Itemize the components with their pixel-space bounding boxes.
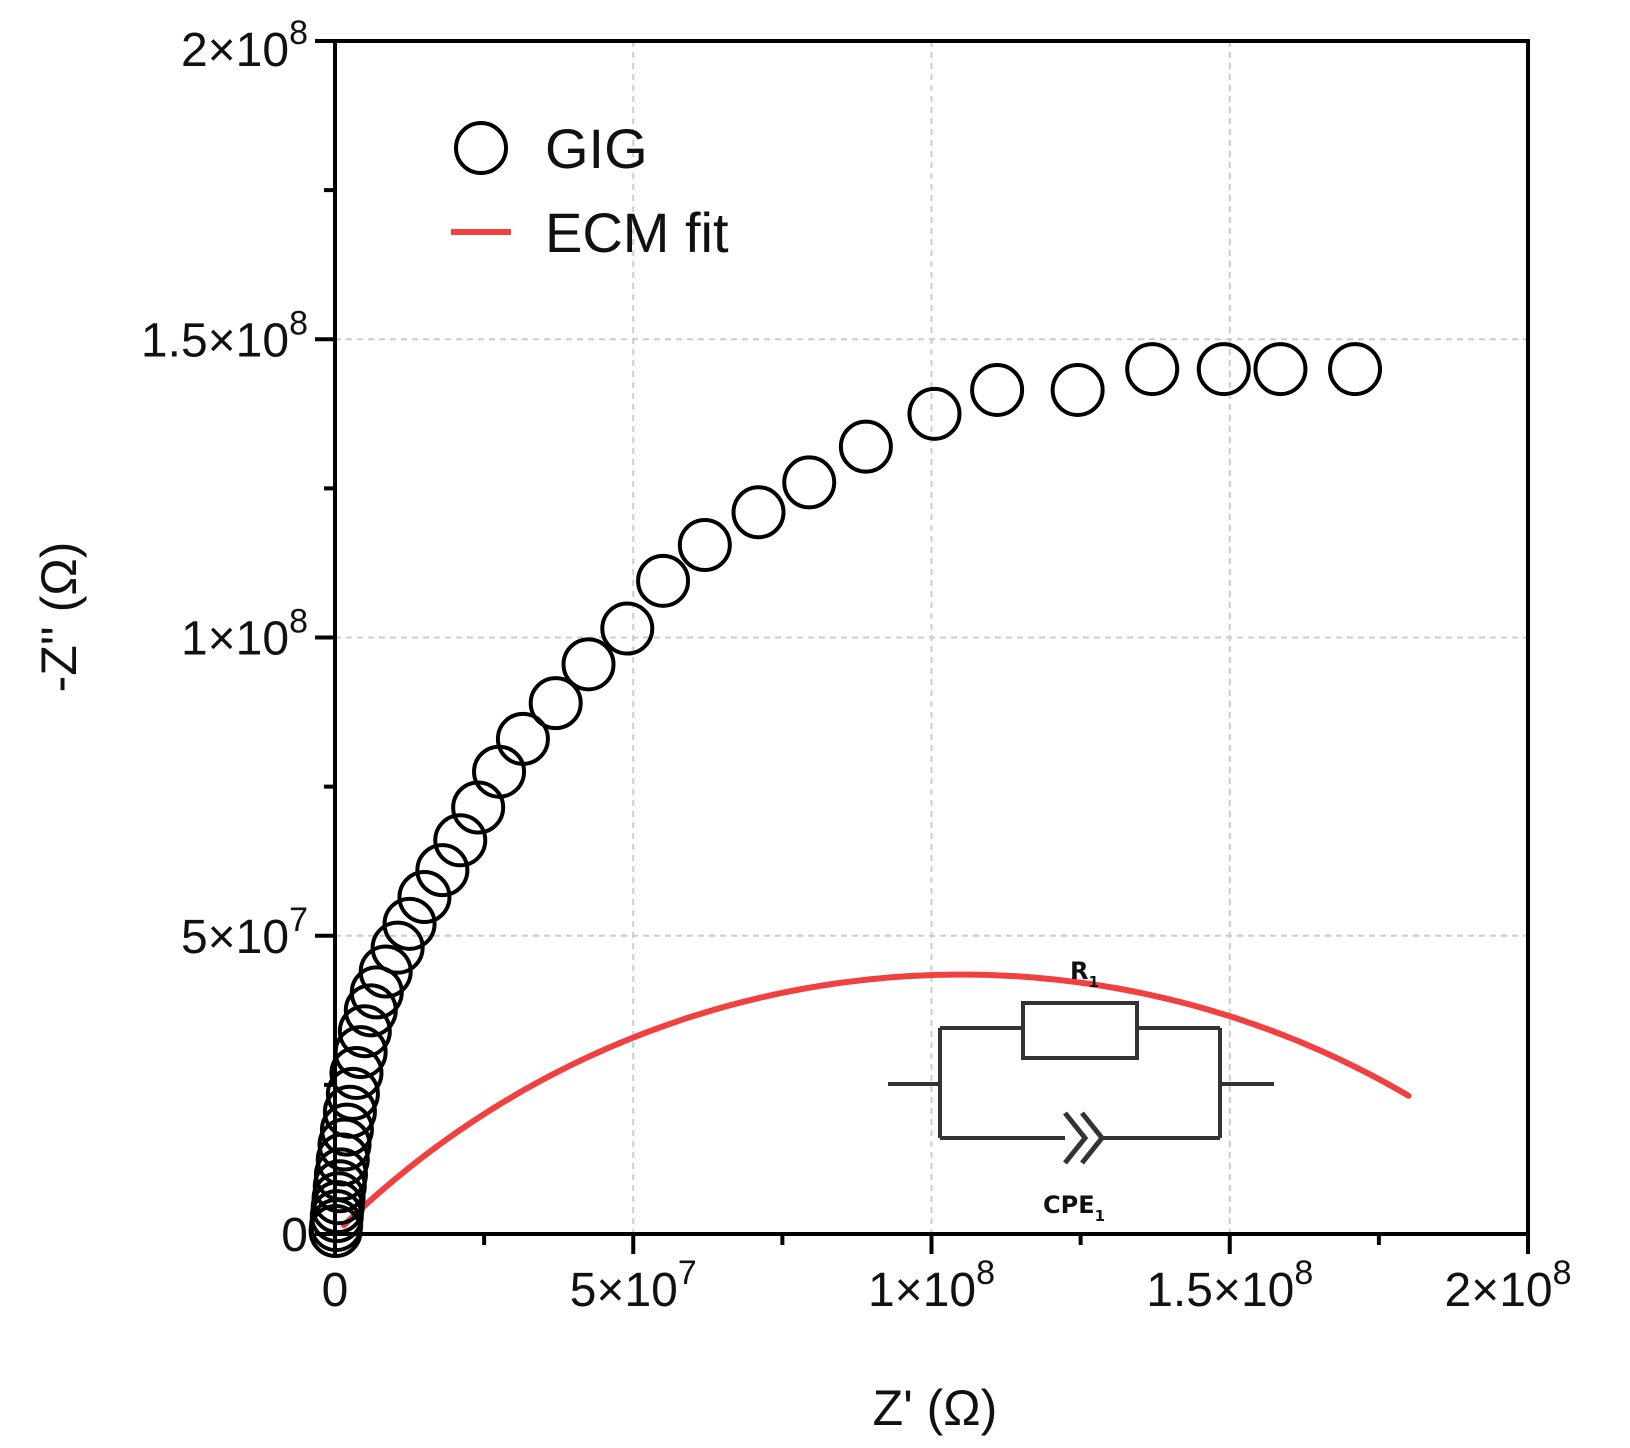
gig-point-30 (677, 518, 732, 573)
gig-point-25 (495, 711, 550, 766)
ticks (315, 39, 1530, 1254)
gig-point-18 (370, 920, 425, 975)
y-tick-label-1: 5×107 (181, 901, 308, 964)
y-tick-label-0-mantissa: 0 (281, 1209, 308, 1262)
gig-point-39 (1253, 342, 1308, 397)
legend-label-gig: GIG (545, 117, 648, 180)
x-axis-title: Z' (Ω) (873, 1380, 998, 1436)
equivalent-circuit-inset: R1 CPE1 (888, 957, 1274, 1225)
x-tick-label-3-exponent: 8 (1294, 1254, 1313, 1292)
gig-point-21 (415, 843, 470, 898)
y-tick-label-3-exponent: 8 (289, 304, 308, 342)
gig-point-36 (1050, 362, 1105, 417)
gig-point-20 (397, 869, 452, 924)
gig-point-33 (838, 419, 893, 474)
gig-point-14 (337, 1004, 392, 1059)
gig-point-12 (329, 1045, 384, 1100)
gig-point-37 (1125, 342, 1180, 397)
y-tick-label-0: 0 (281, 1209, 308, 1262)
tick-labels: 0 5×107 1×108 1.5×108 2×10805×1071×1081.5×10… (141, 14, 1572, 1317)
gig-point-10 (322, 1084, 377, 1139)
gig-point-6 (313, 1147, 368, 1202)
y-tick-label-2: 1×108 (181, 603, 308, 666)
resistor-r1-label-subscript: 1 (1088, 973, 1098, 991)
gig-point-32 (782, 455, 837, 510)
gig-point-19 (382, 896, 437, 951)
gig-point-8 (317, 1117, 372, 1172)
resistor-r1-label: R1 (1070, 957, 1099, 991)
x-tick-label-0-mantissa: 0 (322, 1264, 349, 1317)
gig-point-35 (970, 362, 1025, 417)
gig-point-38 (1196, 342, 1251, 397)
x-tick-label-4: 2×108 (1444, 1254, 1571, 1317)
x-tick-label-2-mantissa: 1×10 (868, 1264, 976, 1317)
y-tick-label-1-mantissa: 5×10 (181, 911, 289, 964)
gig-point-34 (907, 386, 962, 441)
resistor-r1-label-main: R (1070, 957, 1088, 985)
x-tick-label-1-exponent: 7 (678, 1254, 697, 1292)
resistor-r1 (1021, 1001, 1139, 1060)
x-tick-label-2-exponent: 8 (976, 1254, 995, 1292)
x-tick-label-3: 1.5×108 (1146, 1254, 1313, 1317)
legend: GIG ECM fit (451, 117, 729, 264)
x-tick-label-2: 1×108 (868, 1254, 995, 1317)
y-axis-title: -Z'' (Ω) (31, 542, 87, 693)
cpe1-label-main: CPE (1043, 1191, 1095, 1219)
cpe1-label-subscript: 1 (1095, 1207, 1105, 1225)
legend-label-ecm-fit: ECM fit (545, 201, 729, 264)
y-tick-label-4-exponent: 8 (289, 14, 308, 52)
gig-point-22 (433, 813, 488, 868)
x-tick-label-1: 5×107 (570, 1254, 697, 1317)
x-tick-label-0: 0 (322, 1264, 349, 1317)
gig-point-40 (1328, 342, 1383, 397)
gig-point-26 (528, 676, 583, 731)
cpe1-label: CPE1 (1043, 1191, 1105, 1225)
gig-point-27 (561, 637, 616, 692)
gig-point-31 (731, 485, 786, 540)
gig-point-28 (600, 601, 655, 656)
gig-point-29 (636, 553, 691, 608)
y-tick-label-2-mantissa: 1×10 (181, 613, 289, 666)
gig-point-9 (319, 1102, 374, 1157)
x-tick-label-1-mantissa: 5×10 (570, 1264, 678, 1317)
x-tick-label-4-exponent: 8 (1553, 1254, 1572, 1292)
cpe-symbol-chevron-1 (1063, 1111, 1089, 1165)
gig-point-11 (325, 1066, 380, 1121)
y-tick-label-4-mantissa: 2×10 (181, 24, 289, 77)
x-tick-label-4-mantissa: 2×10 (1444, 1264, 1552, 1317)
gig-point-17 (358, 944, 413, 999)
legend-marker-gig (454, 121, 508, 175)
y-tick-label-1-exponent: 7 (289, 901, 308, 939)
y-tick-label-4: 2×108 (181, 14, 308, 77)
y-tick-label-2-exponent: 8 (289, 603, 308, 641)
y-tick-label-3: 1.5×108 (141, 304, 308, 367)
y-tick-label-3-mantissa: 1.5×10 (141, 314, 289, 367)
x-tick-label-3-mantissa: 1.5×10 (1146, 1264, 1294, 1317)
